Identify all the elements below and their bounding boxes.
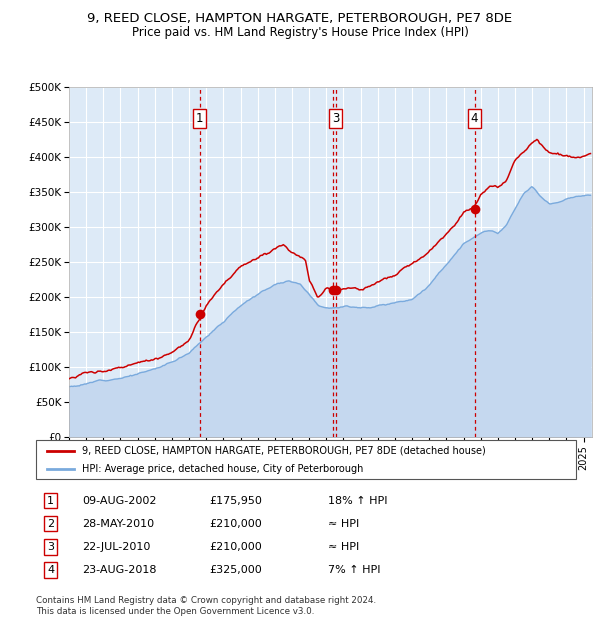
Text: £210,000: £210,000 bbox=[209, 519, 262, 529]
Text: 3: 3 bbox=[47, 542, 54, 552]
Text: HPI: Average price, detached house, City of Peterborough: HPI: Average price, detached house, City… bbox=[82, 464, 363, 474]
FancyBboxPatch shape bbox=[36, 440, 576, 479]
Text: 9, REED CLOSE, HAMPTON HARGATE, PETERBOROUGH, PE7 8DE: 9, REED CLOSE, HAMPTON HARGATE, PETERBOR… bbox=[88, 12, 512, 25]
Text: 3: 3 bbox=[332, 112, 340, 125]
Text: Price paid vs. HM Land Registry's House Price Index (HPI): Price paid vs. HM Land Registry's House … bbox=[131, 26, 469, 39]
Text: 23-AUG-2018: 23-AUG-2018 bbox=[82, 565, 157, 575]
Text: ≈ HPI: ≈ HPI bbox=[328, 542, 359, 552]
Text: £325,000: £325,000 bbox=[209, 565, 262, 575]
Text: 4: 4 bbox=[471, 112, 478, 125]
Text: 22-JUL-2010: 22-JUL-2010 bbox=[82, 542, 150, 552]
Text: 2: 2 bbox=[47, 519, 54, 529]
Text: 4: 4 bbox=[47, 565, 54, 575]
Text: 28-MAY-2010: 28-MAY-2010 bbox=[82, 519, 154, 529]
Text: 1: 1 bbox=[47, 495, 54, 505]
Text: 09-AUG-2002: 09-AUG-2002 bbox=[82, 495, 157, 505]
Text: 7% ↑ HPI: 7% ↑ HPI bbox=[328, 565, 380, 575]
Text: Contains HM Land Registry data © Crown copyright and database right 2024.
This d: Contains HM Land Registry data © Crown c… bbox=[36, 596, 376, 616]
Text: £210,000: £210,000 bbox=[209, 542, 262, 552]
Text: 9, REED CLOSE, HAMPTON HARGATE, PETERBOROUGH, PE7 8DE (detached house): 9, REED CLOSE, HAMPTON HARGATE, PETERBOR… bbox=[82, 446, 485, 456]
Text: £175,950: £175,950 bbox=[209, 495, 262, 505]
Text: 1: 1 bbox=[196, 112, 203, 125]
Text: 18% ↑ HPI: 18% ↑ HPI bbox=[328, 495, 387, 505]
Text: ≈ HPI: ≈ HPI bbox=[328, 519, 359, 529]
